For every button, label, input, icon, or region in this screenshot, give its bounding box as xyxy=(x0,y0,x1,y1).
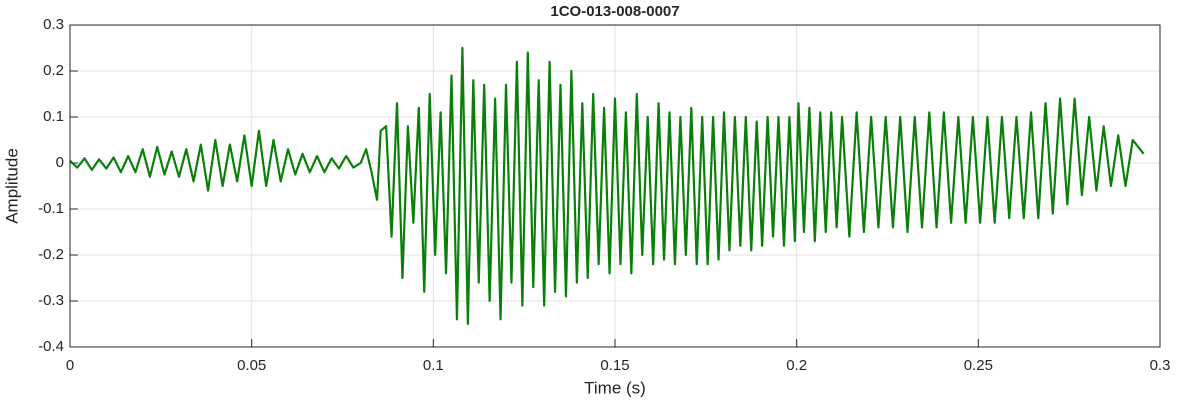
y-tick-label: -0.4 xyxy=(38,338,64,355)
y-tick-label: 0 xyxy=(56,154,64,171)
x-tick-label: 0.2 xyxy=(786,357,807,374)
y-axis-label: Amplitude xyxy=(2,148,21,224)
plot-frame xyxy=(69,24,1161,348)
x-tick-label: 0.15 xyxy=(600,357,629,374)
x-tick-label: 0.3 xyxy=(1150,357,1171,374)
x-tick-label: 0.25 xyxy=(964,357,993,374)
y-tick-label: 0.3 xyxy=(43,16,64,33)
y-tick-label: 0.2 xyxy=(43,62,64,79)
y-tick-label: -0.2 xyxy=(38,246,64,263)
y-tick-label: -0.1 xyxy=(38,200,64,217)
x-tick-label: 0 xyxy=(66,357,74,374)
waveform xyxy=(69,46,1145,326)
y-tick-label: 0.1 xyxy=(43,108,64,125)
x-tick-label: 0.1 xyxy=(423,357,444,374)
y-tick-label: -0.3 xyxy=(38,292,64,309)
x-axis-label: Time (s) xyxy=(584,378,646,397)
x-tick-label: 0.05 xyxy=(237,357,266,374)
chart-title: 1CO-013-008-0007 xyxy=(550,3,679,20)
